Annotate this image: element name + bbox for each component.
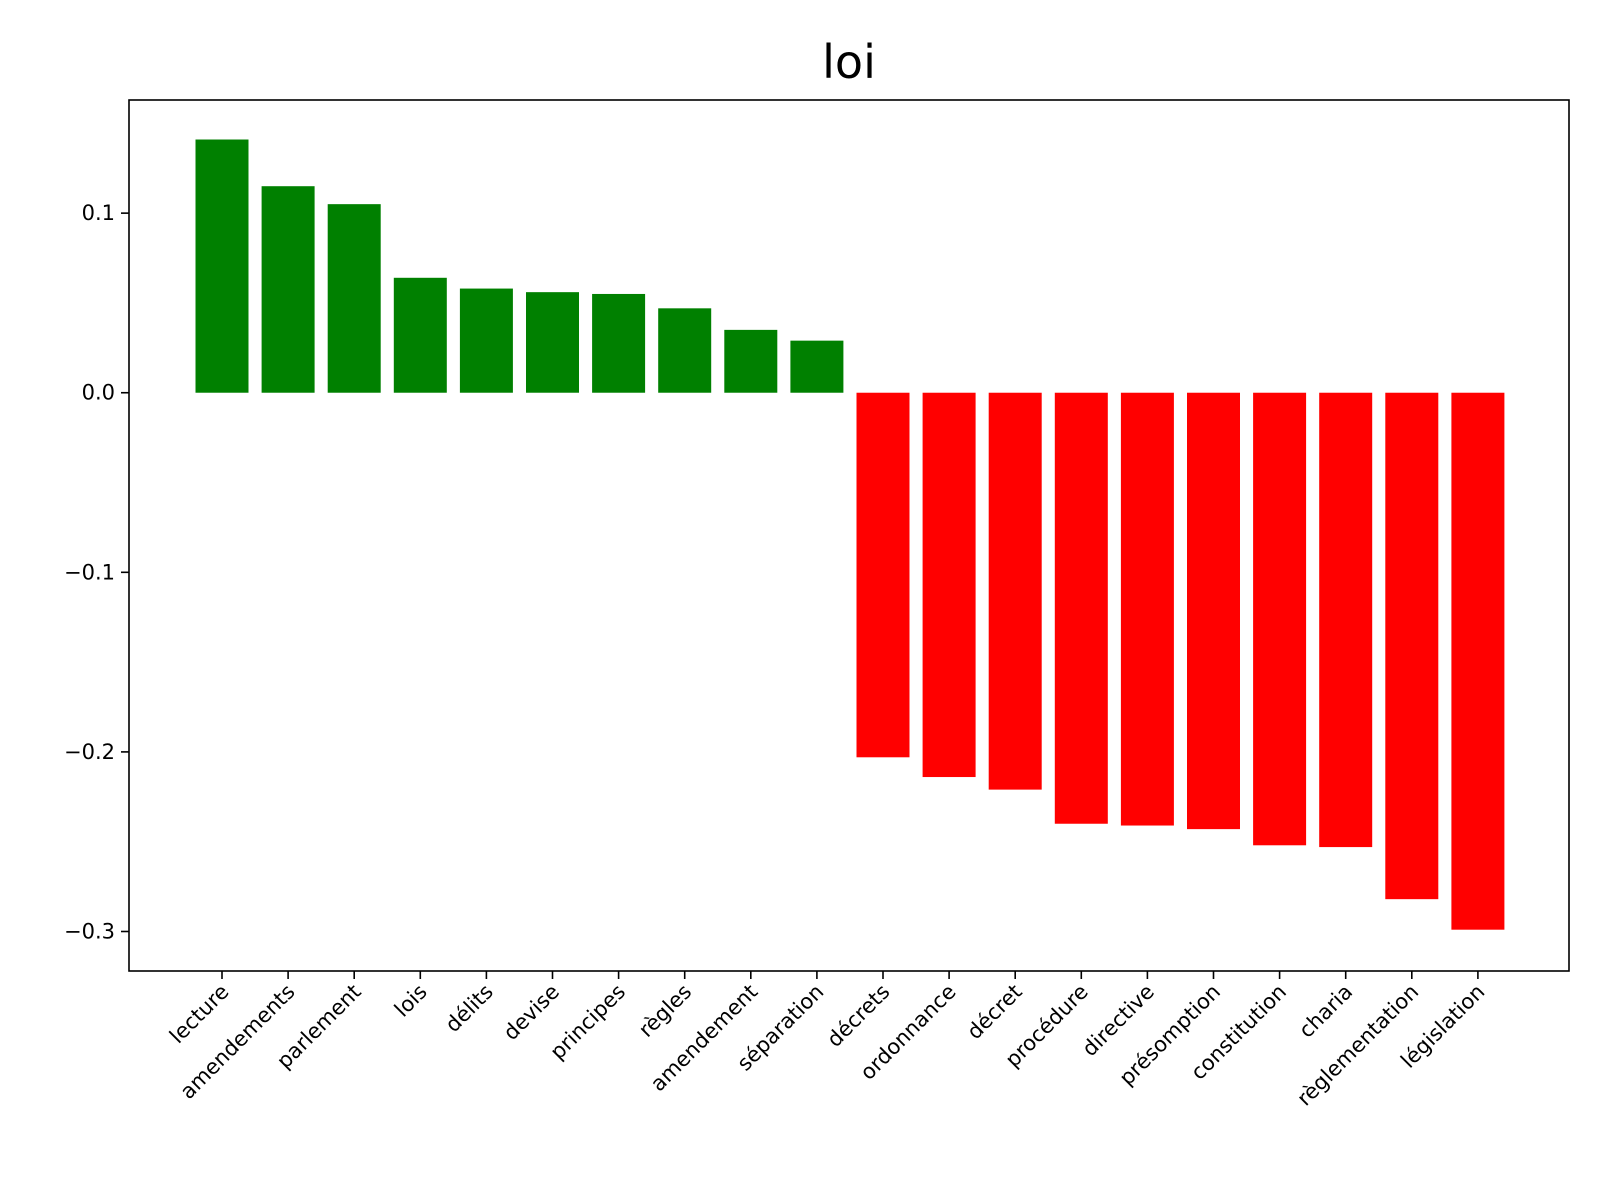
x-tick-label: règlementation <box>1292 980 1423 1111</box>
plot-frame <box>128 99 1570 972</box>
y-tick-label: 0.0 <box>82 381 115 405</box>
y-axis: 0.1 0.0 −0.1 −0.2 −0.3 <box>64 201 129 943</box>
x-tick-label: décret <box>962 980 1026 1044</box>
bar-5 <box>526 292 579 393</box>
bar-18 <box>1385 392 1439 900</box>
bar-2 <box>327 204 381 393</box>
x-tick-label: règles <box>634 980 696 1042</box>
bars-layer <box>195 139 1505 930</box>
bar-15 <box>1187 392 1240 830</box>
bar-11 <box>922 392 976 778</box>
bar-19 <box>1451 392 1505 930</box>
chart-title: loi <box>822 35 876 89</box>
bar-1 <box>261 186 315 393</box>
bar-16 <box>1253 392 1307 846</box>
bar-0 <box>195 139 249 393</box>
bar-6 <box>592 293 646 393</box>
y-tick-label: 0.1 <box>82 201 115 225</box>
bar-4 <box>459 288 513 393</box>
bar-7 <box>658 308 712 393</box>
bar-3 <box>393 277 447 393</box>
bar-17 <box>1319 392 1373 848</box>
bar-9 <box>790 340 844 393</box>
y-tick-label: −0.2 <box>64 740 115 764</box>
bar-14 <box>1120 392 1174 826</box>
bar-10 <box>856 392 910 758</box>
bar-8 <box>724 329 778 393</box>
x-tick-label: devise <box>499 980 564 1045</box>
x-tick-label: lois <box>390 980 432 1022</box>
x-tick-label: charia <box>1294 980 1357 1043</box>
y-tick-label: −0.3 <box>64 919 115 943</box>
bar-13 <box>1054 392 1108 824</box>
bar-12 <box>988 392 1042 790</box>
x-tick-label: délits <box>441 980 498 1037</box>
x-tick-label: amendements <box>175 980 299 1104</box>
y-tick-label: −0.1 <box>64 560 115 584</box>
